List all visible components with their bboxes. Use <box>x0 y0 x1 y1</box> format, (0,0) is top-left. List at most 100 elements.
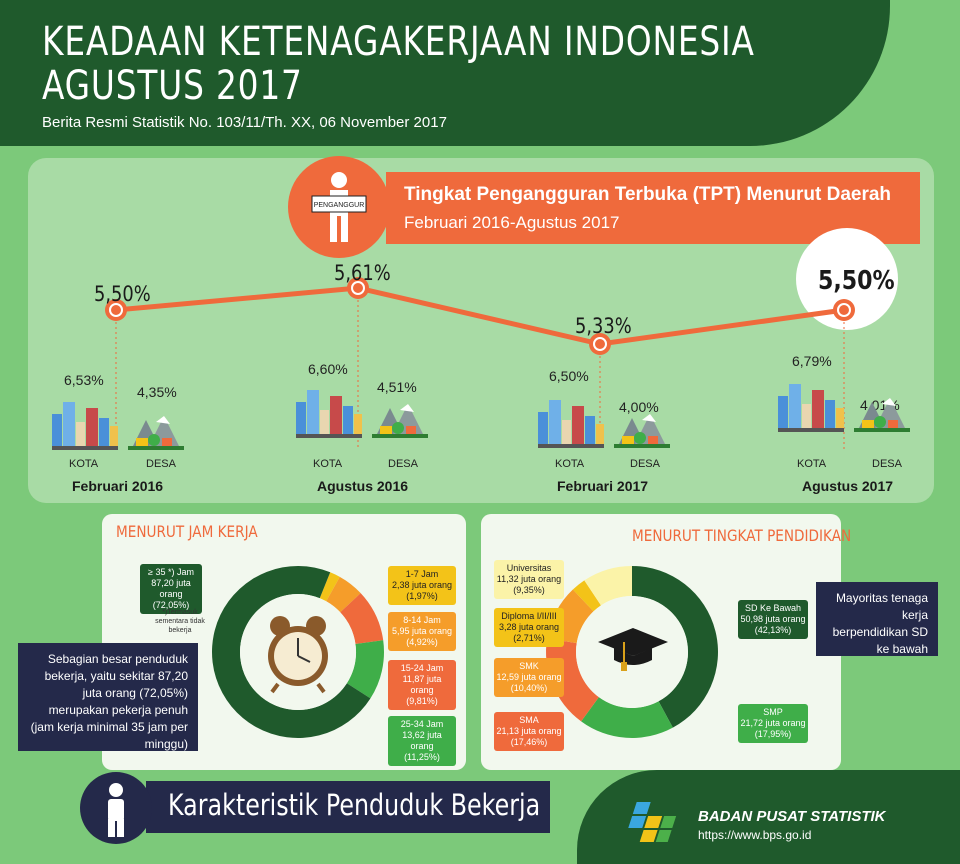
house-a <box>622 436 634 445</box>
svg-text:PENGANGGUR: PENGANGGUR <box>314 202 365 209</box>
building-3 <box>330 396 342 436</box>
city-village-icon-1 <box>296 390 428 438</box>
jam-label-8-14: 8-14 Jam 5,95 juta orang (4,92%) <box>388 612 456 651</box>
house-b <box>888 420 898 429</box>
edu-label-sma: SMA 21,13 juta orang (17,46%) <box>494 712 564 751</box>
edu-label-sd: SD Ke Bawah 50,98 juta orang (42,13%) <box>738 600 808 639</box>
building-1 <box>549 400 561 446</box>
tpt-total-label-1: 5,61% <box>334 261 391 285</box>
city-village-icon-3 <box>778 384 910 432</box>
period-label-3: Agustus 2017 <box>802 478 894 494</box>
building-2 <box>320 410 329 436</box>
page-subtitle: Berita Resmi Statistik No. 103/11/Th. XX… <box>42 114 447 131</box>
jam-label-1-7: 1-7 Jam 2,38 juta orang (1,97%) <box>388 566 456 605</box>
jam-kerja-title: MENURUT JAM KERJA <box>116 522 258 541</box>
jam-label-15-24: 15-24 Jam 11,87 juta orang (9,81%) <box>388 660 456 710</box>
building-1 <box>307 390 319 436</box>
page-title: KEADAAN KETENAGAKERJAAN INDONESIA AGUSTU… <box>42 19 755 109</box>
desa-value-2: 4,00% <box>619 399 659 415</box>
jam-label-25-34: 25-34 Jam 13,62 juta orang (11,25%) <box>388 716 456 766</box>
city-ground <box>538 444 604 448</box>
house-b <box>406 426 416 435</box>
graduation-cap-icon <box>596 626 670 674</box>
building-4 <box>585 416 595 446</box>
house-b <box>648 436 658 445</box>
building-5 <box>354 414 362 436</box>
city-ground <box>296 434 362 438</box>
desa-value-0: 4,35% <box>137 384 177 400</box>
mountain-snow <box>156 416 170 424</box>
city-village-icon-2 <box>538 400 670 448</box>
period-label-1: Agustus 2016 <box>317 478 409 494</box>
kota-value-2: 6,50% <box>549 368 589 384</box>
building-3 <box>812 390 824 430</box>
mountain-snow <box>882 398 896 406</box>
building-4 <box>343 406 353 436</box>
edu-label-smk: SMK 12,59 juta orang (10,40%) <box>494 658 564 697</box>
kota-value-0: 6,53% <box>64 372 104 388</box>
kota-caption-0: KOTA <box>69 458 99 470</box>
building-3 <box>86 408 98 448</box>
pendidikan-callout: Mayoritas tenaga kerja berpendidikan SD … <box>816 582 938 656</box>
kota-caption-2: KOTA <box>555 458 585 470</box>
desa-caption-1: DESA <box>388 458 418 470</box>
period-label-0: Februari 2016 <box>72 478 164 494</box>
tree-a <box>874 416 886 428</box>
city-ground <box>52 446 118 450</box>
bps-url[interactable]: https://www.bps.go.id <box>698 828 812 842</box>
building-5 <box>836 408 844 430</box>
building-0 <box>52 414 62 448</box>
karakteristik-banner <box>146 781 550 833</box>
jam-kerja-callout: Sebagian besar penduduk bekerja, yaitu s… <box>18 643 198 751</box>
building-2 <box>76 422 85 448</box>
city-village-illustrations <box>52 384 910 450</box>
kota-value-3: 6,79% <box>792 353 832 369</box>
building-4 <box>825 400 835 430</box>
mountain-snow <box>642 414 656 422</box>
jam-label-35plus: ≥ 35 *) Jam 87,20 juta orang (72,05%) <box>140 564 202 614</box>
tpt-total-label-2: 5,33% <box>575 314 632 338</box>
worker-person-icon <box>80 772 152 844</box>
period-label-2: Februari 2017 <box>557 478 649 494</box>
alarm-clock-icon <box>262 612 334 694</box>
kota-caption-1: KOTA <box>313 458 343 470</box>
tree-a <box>148 434 160 446</box>
tpt-title: Tingkat Pengangguran Terbuka (TPT) Menur… <box>404 184 892 205</box>
edu-label-diploma: Diploma I/II/III 3,28 juta orang (2,71%) <box>494 608 564 647</box>
building-1 <box>789 384 801 430</box>
village-ground <box>854 428 910 432</box>
tpt-total-label-0: 5,50% <box>94 282 151 306</box>
building-0 <box>538 412 548 446</box>
mountain-snow <box>400 404 414 412</box>
house-a <box>380 426 392 435</box>
building-0 <box>296 402 306 436</box>
house-b <box>162 438 172 447</box>
house-a <box>136 438 148 447</box>
village-ground <box>614 444 670 448</box>
village-ground <box>372 434 428 438</box>
tree-a <box>634 432 646 444</box>
village-ground <box>128 446 184 450</box>
bps-logo-icon <box>624 798 688 846</box>
karakteristik-title: Karakteristik Penduduk Bekerja <box>168 788 541 822</box>
building-3 <box>572 406 584 446</box>
desa-caption-3: DESA <box>872 458 902 470</box>
desa-value-1: 4,51% <box>377 379 417 395</box>
tree-a <box>392 422 404 434</box>
building-0 <box>778 396 788 430</box>
pendidikan-title: MENURUT TINGKAT PENDIDIKAN <box>632 526 852 545</box>
house-a <box>862 420 874 429</box>
kota-value-1: 6,60% <box>308 361 348 377</box>
building-4 <box>99 418 109 448</box>
header-banner <box>0 0 890 146</box>
edu-label-universitas: Universitas 11,32 juta orang (9,35%) <box>494 560 564 599</box>
tpt-total-label-3: 5,50% <box>818 266 895 296</box>
jam-note: *)Termasuk sementara tidak bekerja <box>155 609 205 634</box>
kota-caption-3: KOTA <box>797 458 827 470</box>
building-2 <box>562 420 571 446</box>
city-village-icon-0 <box>52 402 184 450</box>
building-1 <box>63 402 75 448</box>
edu-label-smp: SMP 21,72 juta orang (17,95%) <box>738 704 808 743</box>
city-ground <box>778 428 844 432</box>
desa-caption-2: DESA <box>630 458 660 470</box>
